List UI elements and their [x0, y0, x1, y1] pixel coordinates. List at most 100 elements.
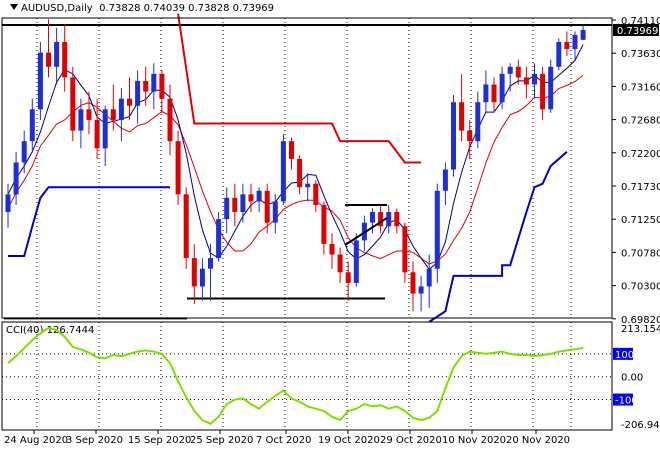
- cci-level-label: -100: [615, 396, 638, 407]
- candle-body: [78, 109, 84, 131]
- wedge-bottom-line: [344, 217, 388, 246]
- price-label: 0.70300: [621, 282, 660, 293]
- candle-body: [159, 73, 165, 99]
- cci-level-label: 100: [615, 350, 634, 361]
- fast-ma-line: [7, 44, 584, 271]
- candle-body: [297, 158, 303, 188]
- candle-body: [127, 98, 132, 106]
- candle-body: [143, 80, 149, 92]
- candle-body: [313, 183, 319, 205]
- time-label: 15 Sep 2020: [128, 435, 191, 446]
- candle-body: [426, 268, 432, 287]
- candle-body: [264, 190, 270, 223]
- candle-body: [507, 66, 513, 74]
- cci-level-badge: [613, 347, 633, 360]
- candle-body: [118, 98, 124, 120]
- candle-body: [289, 141, 294, 159]
- time-label: 7 Oct 2020: [256, 435, 311, 446]
- candle-body: [345, 272, 351, 283]
- cci-line: [7, 326, 584, 425]
- candle-body: [232, 197, 238, 213]
- candle-body: [523, 77, 529, 85]
- time-label: 24 Aug 2020: [4, 435, 68, 446]
- candle-body: [378, 212, 384, 227]
- candle-body: [37, 52, 43, 110]
- candle-body: [175, 141, 181, 195]
- candle-body: [110, 109, 116, 120]
- candle-body: [410, 272, 416, 294]
- time-label: 19 Oct 2020: [318, 435, 380, 446]
- candle-body: [272, 201, 278, 223]
- time-label: 25 Sep 2020: [190, 435, 253, 446]
- candle-body: [572, 34, 578, 50]
- dropdown-triangle-icon[interactable]: [10, 4, 18, 10]
- candle-body: [70, 77, 76, 131]
- candle-body: [386, 212, 392, 227]
- candle-body: [94, 119, 100, 149]
- price-label: 0.71730: [621, 182, 660, 193]
- candle-body: [434, 190, 440, 269]
- cci-frame: [1, 321, 613, 431]
- candle-body: [183, 194, 189, 259]
- candle-body: [370, 212, 375, 223]
- cci-axis-label: -206.9462: [621, 420, 660, 431]
- candle-body: [459, 102, 465, 131]
- candle-body: [167, 98, 173, 142]
- main-frame: [1, 17, 613, 319]
- support-trail-line-2: [428, 151, 568, 323]
- lower-band-line: [7, 75, 584, 265]
- candle-body: [418, 286, 424, 294]
- candle-body: [199, 268, 205, 287]
- candle-body: [564, 41, 570, 50]
- candle-body: [337, 254, 343, 273]
- candle-body: [54, 41, 60, 67]
- symbol-label: AUDUSD,Daily: [21, 3, 93, 14]
- candle-body: [21, 141, 27, 163]
- cci-axis-label: 0.00: [621, 373, 643, 384]
- candle-body: [240, 194, 246, 213]
- trend-drawings: [344, 204, 388, 246]
- support-trail-line: [8, 186, 170, 257]
- candle-body: [515, 66, 521, 78]
- candle-body: [248, 194, 254, 202]
- candle-body: [499, 73, 505, 103]
- axes: 0.74110 0.73630 0.73160 0.72680 0.72200 0.717…: [1, 16, 660, 446]
- current-price-badge: [613, 23, 659, 36]
- candle-body: [532, 73, 537, 85]
- price-label: 0.71250: [621, 215, 660, 226]
- candle-body: [556, 41, 562, 67]
- chart-grid: [36, 18, 572, 430]
- cci-title: CCI(40) 126.7444: [6, 325, 95, 336]
- candle-body: [305, 183, 311, 188]
- time-label: 29 Oct 2020: [380, 435, 442, 446]
- candle-body: [5, 194, 11, 213]
- candle-body: [224, 197, 230, 220]
- candle-body: [580, 29, 586, 40]
- candle-body: [216, 219, 222, 259]
- price-label: 0.74110: [621, 16, 660, 27]
- candle-body: [86, 109, 92, 120]
- candle-body: [353, 240, 359, 283]
- price-label: 0.69820: [621, 315, 660, 326]
- current-price-label: 0.73969: [617, 26, 658, 37]
- candle-body: [451, 102, 456, 170]
- candle-body: [46, 52, 51, 67]
- candle-body: [467, 130, 473, 142]
- candle-body: [191, 258, 197, 287]
- candle-body: [29, 109, 35, 142]
- candle-body: [540, 73, 546, 110]
- candle-body: [548, 66, 554, 110]
- candle-body: [491, 84, 497, 103]
- price-label: 0.73630: [621, 49, 660, 60]
- candle-body: [329, 243, 335, 255]
- chart-header: AUDUSD,Daily 0.73828 0.74039 0.73828 0.7…: [10, 3, 274, 14]
- price-label: 0.72200: [621, 149, 660, 160]
- candle-body: [402, 226, 408, 273]
- candle-body: [208, 258, 213, 269]
- candle-body: [442, 169, 448, 191]
- candlestick-series: [5, 19, 586, 312]
- candle-body: [483, 84, 489, 103]
